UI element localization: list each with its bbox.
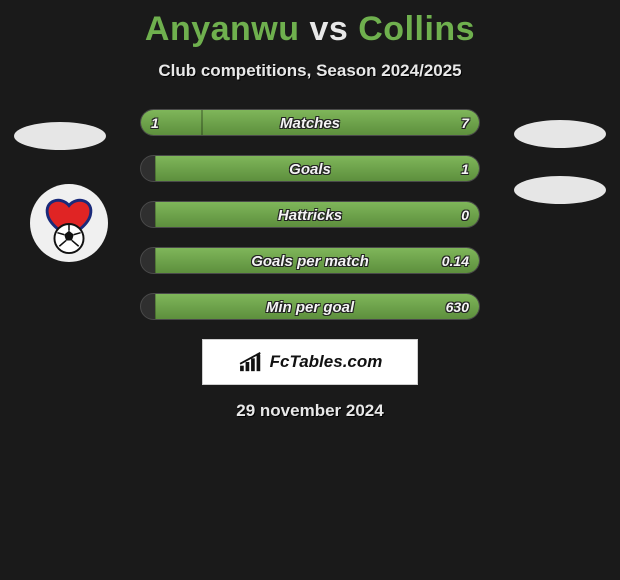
stat-row: Hattricks0 xyxy=(140,201,480,228)
subtitle: Club competitions, Season 2024/2025 xyxy=(0,61,620,81)
brand-badge: FcTables.com xyxy=(202,339,418,385)
bar-right-value: 0.14 xyxy=(442,248,469,274)
bar-label: Min per goal xyxy=(141,294,479,320)
club-badge-icon xyxy=(30,184,108,262)
stat-row: Matches1 7 xyxy=(140,109,480,136)
player2-oval-icon xyxy=(514,120,606,148)
player1-name: Anyanwu xyxy=(145,10,300,48)
brand-text: FcTables.com xyxy=(270,352,383,372)
bar-label: Hattricks xyxy=(141,202,479,228)
player1-oval-icon xyxy=(14,122,106,150)
bar-right-value: 0 xyxy=(461,202,469,228)
snapshot-date: 29 november 2024 xyxy=(0,401,620,421)
bar-right-value: 7 xyxy=(461,110,469,136)
bar-right-value: 630 xyxy=(446,294,469,320)
stats-bars: Matches17Goals1Hattricks0Goals per match… xyxy=(140,109,480,320)
bars-rising-icon xyxy=(238,351,266,373)
stat-row: Min per goal630 xyxy=(140,293,480,320)
page-title: Anyanwu vs Collins xyxy=(0,0,620,49)
stat-row: Goals per match0.14 xyxy=(140,247,480,274)
bar-label: Goals per match xyxy=(141,248,479,274)
comparison-card: Anyanwu vs Collins Club competitions, Se… xyxy=(0,0,620,580)
bar-label: Matches xyxy=(141,110,479,136)
vs-label: vs xyxy=(309,10,348,48)
bar-label: Goals xyxy=(141,156,479,182)
player2-name: Collins xyxy=(358,10,475,48)
bar-left-value: 1 xyxy=(151,110,159,136)
stat-row: Goals1 xyxy=(140,155,480,182)
player2-oval2-icon xyxy=(514,176,606,204)
bar-right-value: 1 xyxy=(461,156,469,182)
